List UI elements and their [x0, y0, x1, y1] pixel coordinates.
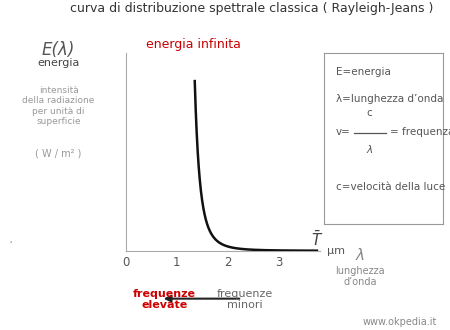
Text: energia infinita: energia infinita — [146, 38, 241, 51]
Text: $\bar{T}$: $\bar{T}$ — [311, 230, 323, 249]
Text: μm: μm — [327, 246, 345, 256]
Text: E(λ): E(λ) — [42, 41, 75, 59]
Text: www.okpedia.it: www.okpedia.it — [362, 317, 436, 327]
Text: intensità
della radiazione
per unità di
superficie: intensità della radiazione per unità di … — [22, 86, 94, 126]
Text: lunghezza
d’onda: lunghezza d’onda — [335, 266, 385, 287]
Text: v=: v= — [336, 127, 351, 137]
Text: frequenze
minori: frequenze minori — [217, 289, 274, 310]
Text: c: c — [366, 108, 372, 118]
Text: c=velocità della luce: c=velocità della luce — [336, 182, 445, 191]
Text: energia: energia — [37, 58, 80, 68]
Text: E=energia: E=energia — [336, 67, 391, 77]
Text: curva di distribuzione spettrale classica ( Rayleigh-Jeans ): curva di distribuzione spettrale classic… — [70, 2, 434, 15]
Text: ( W / m² ): ( W / m² ) — [35, 148, 82, 158]
Text: .: . — [9, 232, 14, 246]
Text: = frequenza: = frequenza — [390, 127, 450, 137]
Text: λ: λ — [366, 146, 373, 155]
Text: λ=lunghezza d’onda: λ=lunghezza d’onda — [336, 94, 443, 104]
Text: λ: λ — [356, 248, 364, 262]
Text: frequenze
elevate: frequenze elevate — [133, 289, 196, 310]
